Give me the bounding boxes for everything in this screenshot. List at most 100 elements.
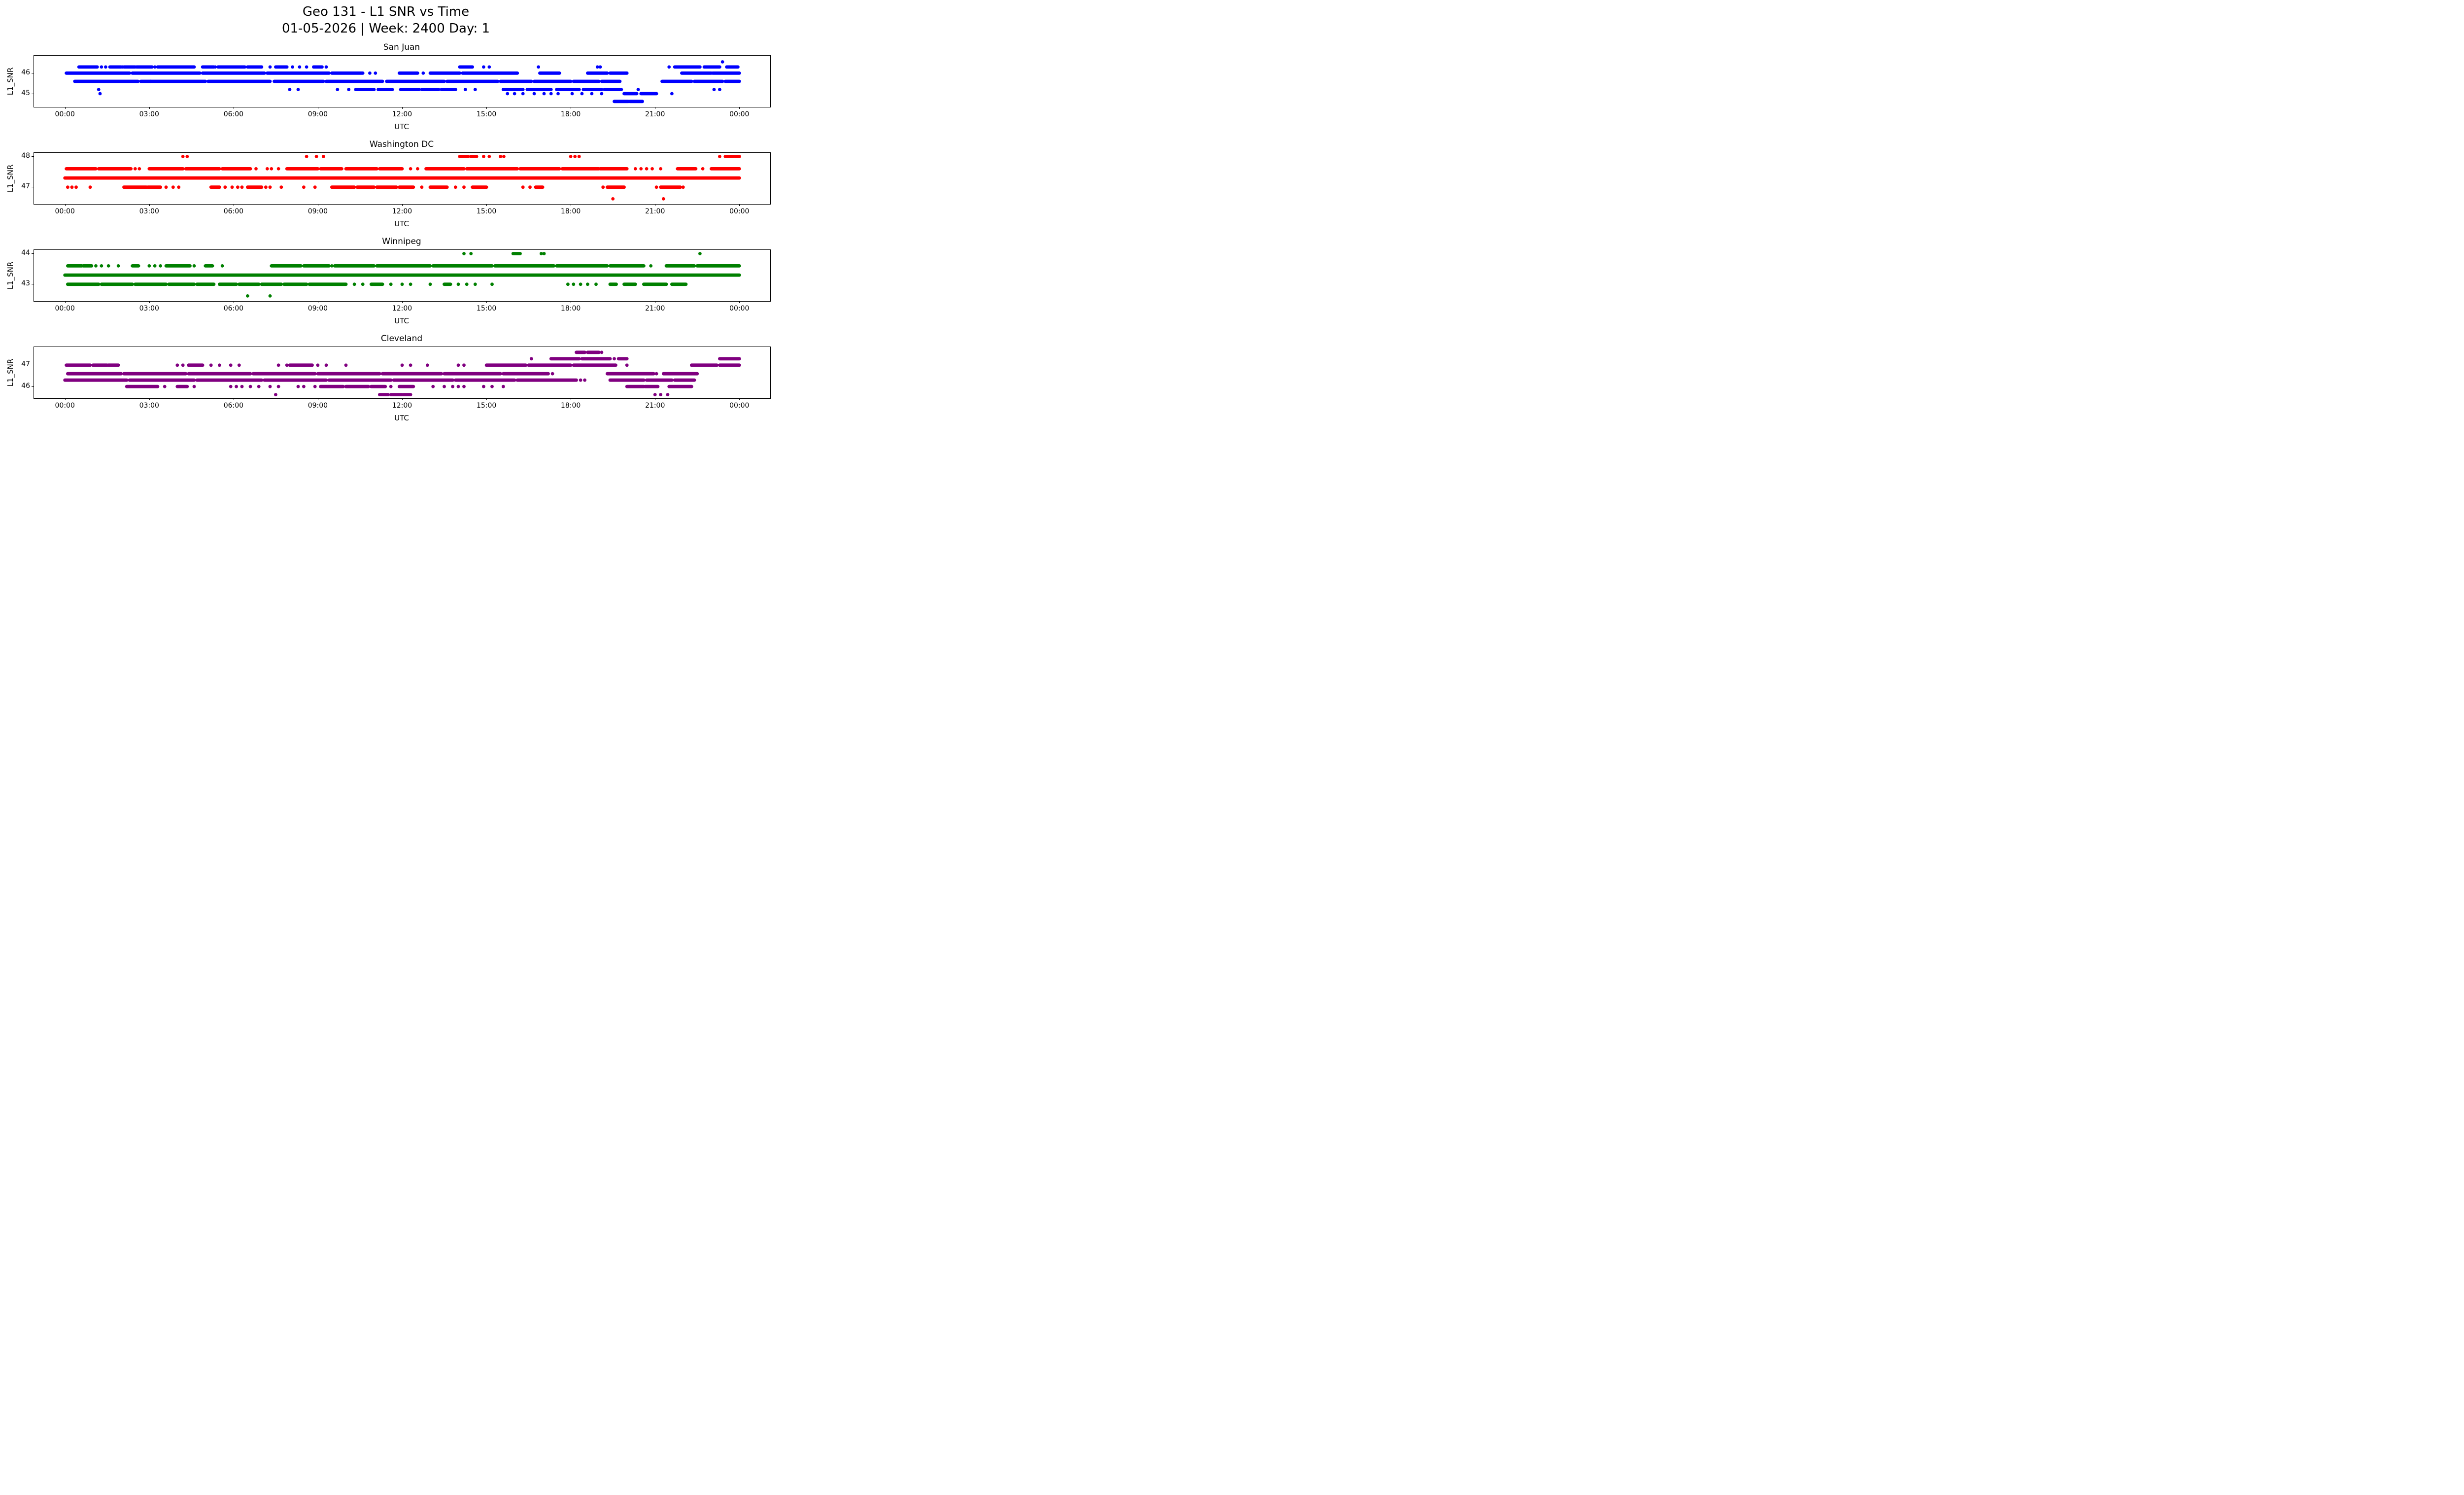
scatter-point	[521, 185, 525, 189]
x-tick-label: 12:00	[392, 304, 412, 313]
x-axis-label: UTC	[394, 219, 409, 228]
scatter-point	[462, 185, 466, 189]
scatter-series	[97, 87, 721, 91]
scatter-series	[125, 384, 693, 388]
x-tick-label: 06:00	[223, 110, 244, 118]
scatter-point	[230, 185, 234, 189]
scatter-series	[611, 197, 665, 201]
scatter-point	[501, 384, 505, 388]
scatter-point	[257, 384, 261, 388]
scatter-point	[513, 92, 516, 95]
scatter-point	[368, 71, 372, 75]
x-tick-label: 21:00	[645, 401, 665, 410]
scatter-point	[482, 384, 485, 388]
scatter-point	[542, 251, 546, 255]
scatter-point	[181, 363, 185, 367]
scatter-point	[276, 384, 280, 388]
scatter-series	[77, 65, 740, 69]
x-tick-mark	[65, 106, 66, 109]
scatter-point	[720, 60, 724, 64]
subplot-cleveland: Cleveland L1_SNR 00:00 03:00 06:00 09:00 12:…	[0, 334, 772, 423]
scatter-point	[532, 92, 536, 95]
scatter-series	[720, 60, 724, 64]
scatter-point	[409, 167, 412, 171]
x-axis-label: UTC	[394, 316, 409, 325]
y-tick-label: 46	[21, 382, 30, 390]
scatter-point	[463, 87, 467, 91]
figure-subtitle: 01-05-2026 | Week: 2400 Day: 1	[281, 21, 490, 36]
scatter-point	[74, 185, 78, 189]
scatter-point	[296, 384, 300, 388]
scatter-point	[361, 282, 365, 286]
x-tick-mark	[486, 398, 487, 400]
x-tick-label: 03:00	[139, 207, 159, 215]
figure: Geo 131 - L1 SNR vs Time 01-05-2026 | We…	[0, 0, 772, 423]
x-tick-label: 12:00	[392, 207, 412, 215]
subplot-title: Cleveland	[380, 333, 423, 344]
x-tick-label: 18:00	[560, 207, 581, 215]
figure-title: Geo 131 - L1 SNR vs Time	[302, 4, 470, 19]
scatter-point	[598, 65, 602, 69]
scatter-point	[473, 87, 477, 91]
scatter-point	[549, 92, 553, 95]
scatter-point	[171, 185, 175, 189]
x-tick-label: 21:00	[645, 207, 665, 215]
scatter-point	[499, 154, 502, 158]
scatter-point	[645, 167, 649, 171]
scatter-point	[268, 384, 272, 388]
scatter-point	[265, 167, 269, 171]
scatter-point	[374, 71, 377, 75]
scatter-point	[502, 154, 506, 158]
scatter-point	[147, 264, 151, 268]
scatter-point	[313, 185, 317, 189]
scatter-point	[302, 384, 306, 388]
scatter-point	[613, 356, 616, 360]
scatter-point	[70, 185, 74, 189]
x-axis-label: UTC	[394, 413, 409, 422]
scatter-point	[451, 384, 454, 388]
scatter-point	[240, 384, 244, 388]
scatter-point	[106, 264, 110, 268]
scatter-series	[66, 264, 741, 268]
x-tick-mark	[739, 398, 740, 400]
scatter-point	[324, 363, 328, 367]
scatter-point	[296, 87, 300, 91]
plot-area: L1_SNR 00:00 03:00 06:00 09:00 12:00 15:00 18:…	[6, 55, 771, 118]
scatter-point	[579, 282, 582, 286]
scatter-point	[649, 264, 653, 268]
x-tick-label: 15:00	[476, 207, 497, 215]
x-tick-label: 12:00	[392, 401, 412, 410]
scatter-point	[420, 185, 424, 189]
y-tick-label: 48	[21, 152, 30, 160]
scatter-point	[653, 392, 657, 396]
scatter-point	[473, 282, 477, 286]
scatter-point	[389, 282, 393, 286]
x-tick-label: 00:00	[729, 401, 750, 410]
plot-area: L1_SNR 00:00 03:00 06:00 09:00 12:00 15:00 18:…	[6, 152, 771, 215]
scatter-point	[163, 384, 167, 388]
scatter-point	[254, 167, 258, 171]
scatter-point	[177, 185, 181, 189]
x-tick-label: 09:00	[308, 401, 328, 410]
scatter-point	[276, 363, 280, 367]
scatter-point	[456, 363, 460, 367]
scatter-canvas	[63, 154, 741, 201]
scatter-point	[248, 384, 252, 388]
x-tick-label: 00:00	[55, 207, 75, 215]
scatter-point	[246, 294, 249, 298]
scatter-point	[185, 154, 189, 158]
scatter-point	[456, 384, 460, 388]
scatter-point	[88, 185, 92, 189]
y-tick-label: 47	[21, 182, 30, 191]
scatter-point	[456, 282, 460, 286]
scatter-point	[236, 185, 240, 189]
x-tick-label: 03:00	[139, 304, 159, 313]
y-tick-label: 45	[21, 89, 30, 97]
scatter-point	[274, 392, 277, 396]
scatter-point	[453, 185, 457, 189]
x-tick-label: 06:00	[223, 304, 244, 313]
scatter-point	[209, 363, 213, 367]
x-tick-label: 06:00	[223, 401, 244, 410]
scatter-point	[298, 65, 302, 69]
scatter-point	[482, 65, 485, 69]
